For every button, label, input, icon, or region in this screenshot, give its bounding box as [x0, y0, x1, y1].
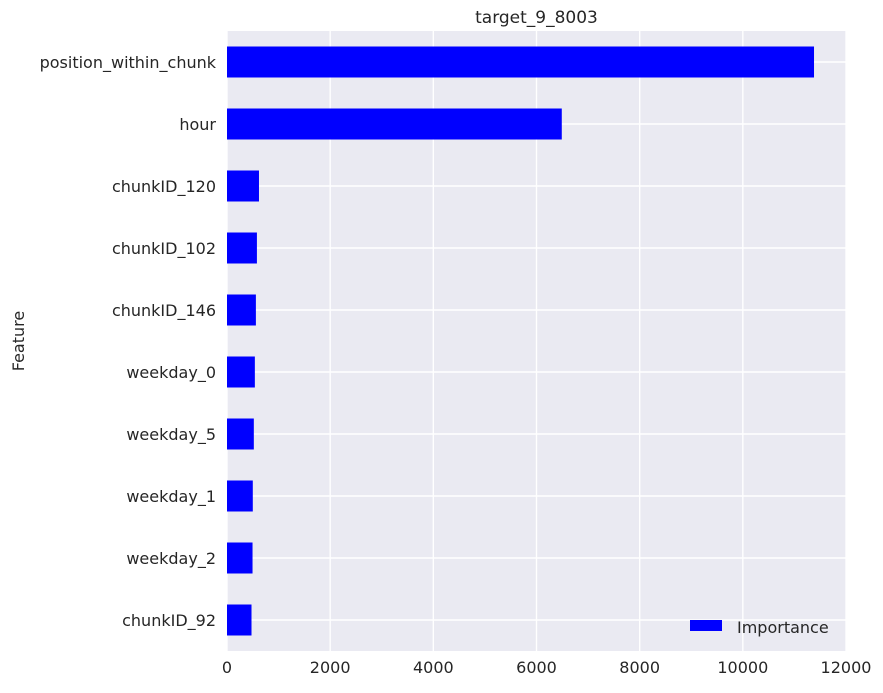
y-tick-label: weekday_2: [126, 549, 216, 569]
x-tick-label: 2000: [310, 658, 351, 677]
bar: [227, 356, 255, 388]
x-tick-label: 6000: [516, 658, 557, 677]
y-tick-label: weekday_5: [126, 425, 216, 445]
x-tick-label: 8000: [619, 658, 660, 677]
x-tick-label: 4000: [413, 658, 454, 677]
y-tick-label: hour: [179, 115, 216, 134]
legend-label: Importance: [737, 618, 829, 637]
y-tick-label: chunkID_120: [112, 177, 216, 197]
y-tick-label: chunkID_92: [122, 611, 216, 631]
y-tick-label: weekday_1: [126, 487, 216, 507]
bar: [227, 542, 253, 574]
bar: [227, 232, 257, 264]
bar: [227, 480, 253, 512]
bars: [227, 46, 815, 636]
bar: [227, 108, 562, 140]
bar: [227, 294, 256, 326]
bar: [227, 418, 254, 450]
legend: Importance: [690, 618, 829, 637]
y-tick-label: chunkID_102: [112, 239, 216, 259]
bar: [227, 170, 259, 202]
x-tick-label: 0: [222, 658, 232, 677]
x-tick-label: 10000: [717, 658, 768, 677]
bar: [227, 46, 815, 78]
y-axis-label: Feature: [9, 311, 28, 371]
x-tick-labels: 0 2000 4000 6000 8000 10000 12000: [222, 658, 872, 677]
y-tick-label: chunkID_146: [112, 301, 216, 321]
bar: [227, 604, 252, 636]
y-tick-label: position_within_chunk: [40, 53, 217, 73]
y-tick-label: weekday_0: [126, 363, 216, 383]
x-tick-label: 12000: [821, 658, 872, 677]
chart-title: target_9_8003: [475, 8, 598, 28]
legend-swatch: [690, 620, 722, 631]
